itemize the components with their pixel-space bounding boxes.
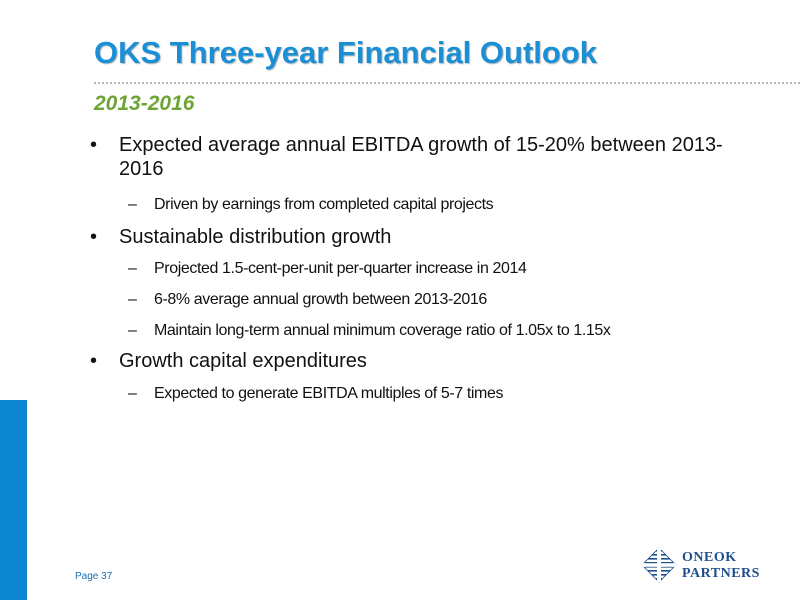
sub-bullet-item: – Maintain long-term annual minimum cove… — [128, 321, 748, 341]
bullet-item: • Expected average annual EBITDA growth … — [90, 133, 750, 181]
bullet-text: Expected average annual EBITDA growth of… — [119, 134, 723, 180]
slide-title: OKS Three-year Financial Outlook — [94, 35, 598, 70]
bullet-marker: • — [90, 350, 98, 372]
oneok-logo-icon — [641, 547, 677, 583]
sub-bullet-text: Expected to generate EBITDA multiples of… — [154, 385, 504, 402]
bullet-marker: • — [90, 226, 98, 248]
bullet-item: • Sustainable distribution growth — [90, 225, 750, 249]
page-number: Page 37 — [75, 571, 113, 582]
sub-bullet-marker: – — [128, 291, 137, 308]
sub-bullet-text: Maintain long-term annual minimum covera… — [154, 322, 611, 339]
accent-bar — [0, 400, 27, 600]
title-divider — [94, 82, 800, 84]
sub-bullet-marker: – — [128, 322, 137, 339]
logo-text-line1: ONEOK — [682, 550, 737, 565]
logo-text-line2: PARTNERS — [682, 566, 760, 581]
sub-bullet-item: – Driven by earnings from completed capi… — [128, 195, 748, 215]
sub-bullet-item: – 6-8% average annual growth between 201… — [128, 290, 748, 310]
company-logo: ONEOK PARTNERS — [640, 546, 759, 586]
sub-bullet-item: – Projected 1.5-cent-per-unit per-quarte… — [128, 259, 748, 279]
bullet-item: • Growth capital expenditures — [90, 349, 750, 373]
sub-bullet-text: Projected 1.5-cent-per-unit per-quarter … — [154, 260, 527, 277]
sub-bullet-text: Driven by earnings from completed capita… — [154, 196, 494, 213]
sub-bullet-marker: – — [128, 385, 137, 402]
sub-bullet-marker: – — [128, 196, 137, 213]
slide-subtitle: 2013-2016 — [94, 92, 195, 115]
sub-bullet-item: – Expected to generate EBITDA multiples … — [128, 384, 748, 404]
sub-bullet-text: 6-8% average annual growth between 2013-… — [154, 291, 487, 308]
bullet-text: Growth capital expenditures — [119, 350, 367, 372]
bullet-marker: • — [90, 134, 98, 156]
sub-bullet-marker: – — [128, 260, 137, 277]
bullet-text: Sustainable distribution growth — [119, 226, 392, 248]
